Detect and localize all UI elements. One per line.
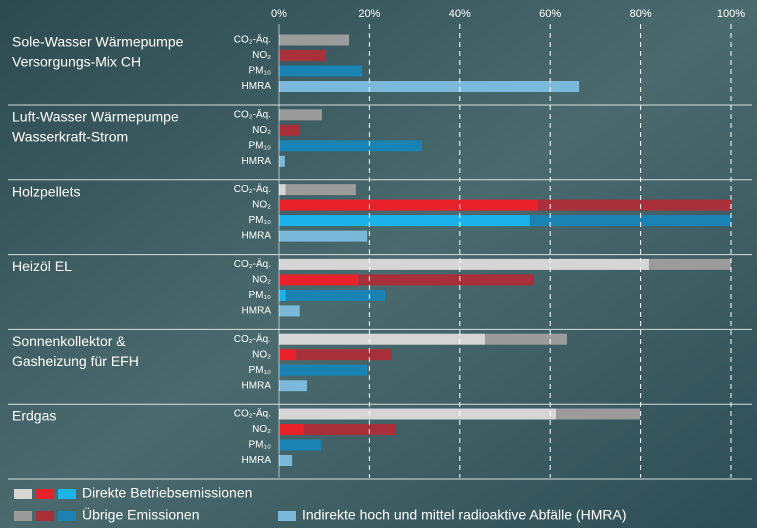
bar-segment bbox=[538, 200, 731, 211]
x-tick-label: 20% bbox=[358, 8, 380, 20]
metric-label: PM₁₀ bbox=[248, 140, 271, 151]
bar bbox=[279, 305, 300, 316]
bar-segment bbox=[279, 424, 304, 435]
bar-segment bbox=[296, 349, 392, 360]
metric-label: HMRA bbox=[242, 156, 272, 167]
legend-swatch bbox=[278, 511, 296, 521]
bar-segment bbox=[485, 334, 567, 345]
legend-swatch bbox=[36, 489, 54, 499]
metric-label: HMRA bbox=[242, 380, 272, 391]
metric-label: CO₂-Äq. bbox=[234, 258, 271, 270]
legend-swatch bbox=[14, 489, 32, 499]
bar bbox=[279, 156, 285, 167]
group-label: Heizöl EL bbox=[12, 258, 72, 274]
bar-segment bbox=[649, 259, 731, 270]
metric-label: NO₂ bbox=[252, 349, 271, 360]
legend-label: Indirekte hoch und mittel radioaktive Ab… bbox=[302, 507, 626, 523]
bar-segment bbox=[286, 184, 356, 195]
metric-label: HMRA bbox=[242, 455, 272, 466]
bar-segment bbox=[279, 200, 538, 211]
bar-segment bbox=[286, 290, 385, 301]
legend-label: Übrige Emissionen bbox=[82, 506, 200, 523]
group-label: Gasheizung für EFH bbox=[12, 353, 139, 369]
group-label: Sonnenkollektor & bbox=[12, 333, 126, 349]
legend-swatch bbox=[58, 511, 76, 521]
metric-label: CO₂-Äq. bbox=[234, 333, 271, 345]
metric-label: NO₂ bbox=[252, 50, 271, 61]
legend-label: Direkte Betriebsemissionen bbox=[82, 485, 252, 501]
x-tick-label: 60% bbox=[539, 8, 561, 20]
bar bbox=[279, 455, 292, 466]
bar-segment bbox=[556, 409, 640, 420]
bar-segment bbox=[279, 349, 296, 360]
bar-segment bbox=[279, 140, 422, 151]
bar bbox=[279, 380, 307, 391]
metric-label: HMRA bbox=[242, 231, 272, 242]
bar-segment bbox=[358, 274, 534, 285]
bar-segment bbox=[279, 66, 362, 77]
metric-label: PM₁₀ bbox=[248, 215, 271, 226]
bar-segment bbox=[279, 365, 367, 376]
metric-label: PM₁₀ bbox=[248, 290, 271, 301]
bar-segment bbox=[279, 274, 358, 285]
metric-label: NO₂ bbox=[252, 125, 271, 136]
bar-segment bbox=[279, 334, 485, 345]
metric-label: CO₂-Äq. bbox=[234, 183, 271, 195]
group-label: Wasserkraft-Strom bbox=[12, 129, 128, 145]
bar-segment bbox=[279, 35, 349, 46]
metric-label: NO₂ bbox=[252, 200, 271, 211]
legend-swatch bbox=[58, 489, 76, 499]
x-tick-label: 100% bbox=[717, 8, 745, 20]
bar-segment bbox=[279, 50, 326, 61]
legend-swatch bbox=[14, 511, 32, 521]
bar-segment bbox=[279, 409, 556, 420]
group-label: Holzpellets bbox=[12, 183, 80, 199]
metric-label: NO₂ bbox=[252, 275, 271, 286]
metric-label: PM₁₀ bbox=[248, 365, 271, 376]
x-tick-label: 80% bbox=[630, 8, 652, 20]
bar-segment bbox=[279, 290, 286, 301]
metric-label: CO₂-Äq. bbox=[234, 408, 271, 420]
metric-label: HMRA bbox=[242, 306, 272, 317]
bar-segment bbox=[279, 184, 286, 195]
chart: Sole-Wasser Wärmepumpe Versorgungs-Mix CH… bbox=[0, 0, 757, 528]
group-label: Erdgas bbox=[12, 408, 56, 424]
x-tick-label: 40% bbox=[449, 8, 471, 20]
bar-segment bbox=[279, 215, 530, 226]
metric-label: NO₂ bbox=[252, 424, 271, 435]
x-tick-label: 0% bbox=[271, 8, 287, 20]
metric-label: CO₂-Äq. bbox=[234, 34, 271, 46]
group-label: Sole-Wasser Wärmepumpe bbox=[12, 34, 184, 50]
metric-label: PM₁₀ bbox=[248, 440, 271, 451]
bar-segment bbox=[304, 424, 395, 435]
metric-label: HMRA bbox=[242, 81, 272, 92]
metric-label: CO₂-Äq. bbox=[234, 108, 271, 120]
legend-swatch bbox=[36, 511, 54, 521]
bar-segment bbox=[279, 440, 321, 451]
bar-segment bbox=[279, 259, 649, 270]
group-label: Luft-Wasser Wärmepumpe bbox=[12, 109, 179, 125]
bar-segment bbox=[279, 109, 322, 120]
group-label: Versorgungs-Mix CH bbox=[12, 54, 141, 70]
bar bbox=[279, 231, 367, 242]
page: Sole-Wasser Wärmepumpe Versorgungs-Mix CH… bbox=[0, 0, 757, 528]
metric-label: PM₁₀ bbox=[248, 66, 271, 77]
bar-segment bbox=[279, 125, 300, 136]
bar bbox=[279, 81, 579, 92]
bar-segment bbox=[530, 215, 731, 226]
